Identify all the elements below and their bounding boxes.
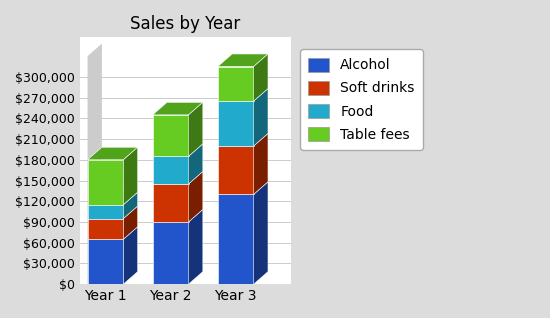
Polygon shape — [153, 102, 203, 115]
Polygon shape — [123, 192, 138, 218]
Polygon shape — [87, 239, 123, 284]
Legend: Alcohol, Soft drinks, Food, Table fees: Alcohol, Soft drinks, Food, Table fees — [300, 49, 423, 150]
Polygon shape — [153, 115, 189, 156]
Polygon shape — [218, 146, 254, 194]
Polygon shape — [254, 54, 268, 101]
Polygon shape — [218, 66, 254, 101]
Polygon shape — [153, 156, 189, 184]
Polygon shape — [218, 182, 268, 194]
Polygon shape — [87, 272, 138, 284]
Polygon shape — [189, 171, 203, 222]
Polygon shape — [189, 102, 203, 156]
Polygon shape — [254, 88, 268, 146]
Polygon shape — [87, 227, 138, 239]
Polygon shape — [218, 194, 254, 284]
Polygon shape — [153, 144, 203, 156]
Polygon shape — [153, 171, 203, 184]
Polygon shape — [123, 147, 138, 205]
Polygon shape — [189, 210, 203, 284]
Polygon shape — [153, 222, 189, 284]
Polygon shape — [123, 206, 138, 239]
Polygon shape — [218, 101, 254, 146]
Polygon shape — [153, 272, 203, 284]
Polygon shape — [218, 134, 268, 146]
Polygon shape — [87, 206, 138, 218]
Polygon shape — [153, 184, 189, 222]
Polygon shape — [254, 182, 268, 284]
Polygon shape — [218, 54, 268, 66]
Polygon shape — [87, 147, 138, 160]
Polygon shape — [189, 144, 203, 184]
Polygon shape — [218, 272, 268, 284]
Polygon shape — [123, 227, 138, 284]
Polygon shape — [87, 44, 102, 284]
Polygon shape — [218, 88, 268, 101]
Polygon shape — [87, 192, 138, 205]
Polygon shape — [254, 134, 268, 194]
Title: Sales by Year: Sales by Year — [130, 15, 240, 33]
Polygon shape — [153, 210, 203, 222]
Polygon shape — [87, 160, 123, 205]
Polygon shape — [87, 218, 123, 239]
Polygon shape — [87, 205, 123, 218]
